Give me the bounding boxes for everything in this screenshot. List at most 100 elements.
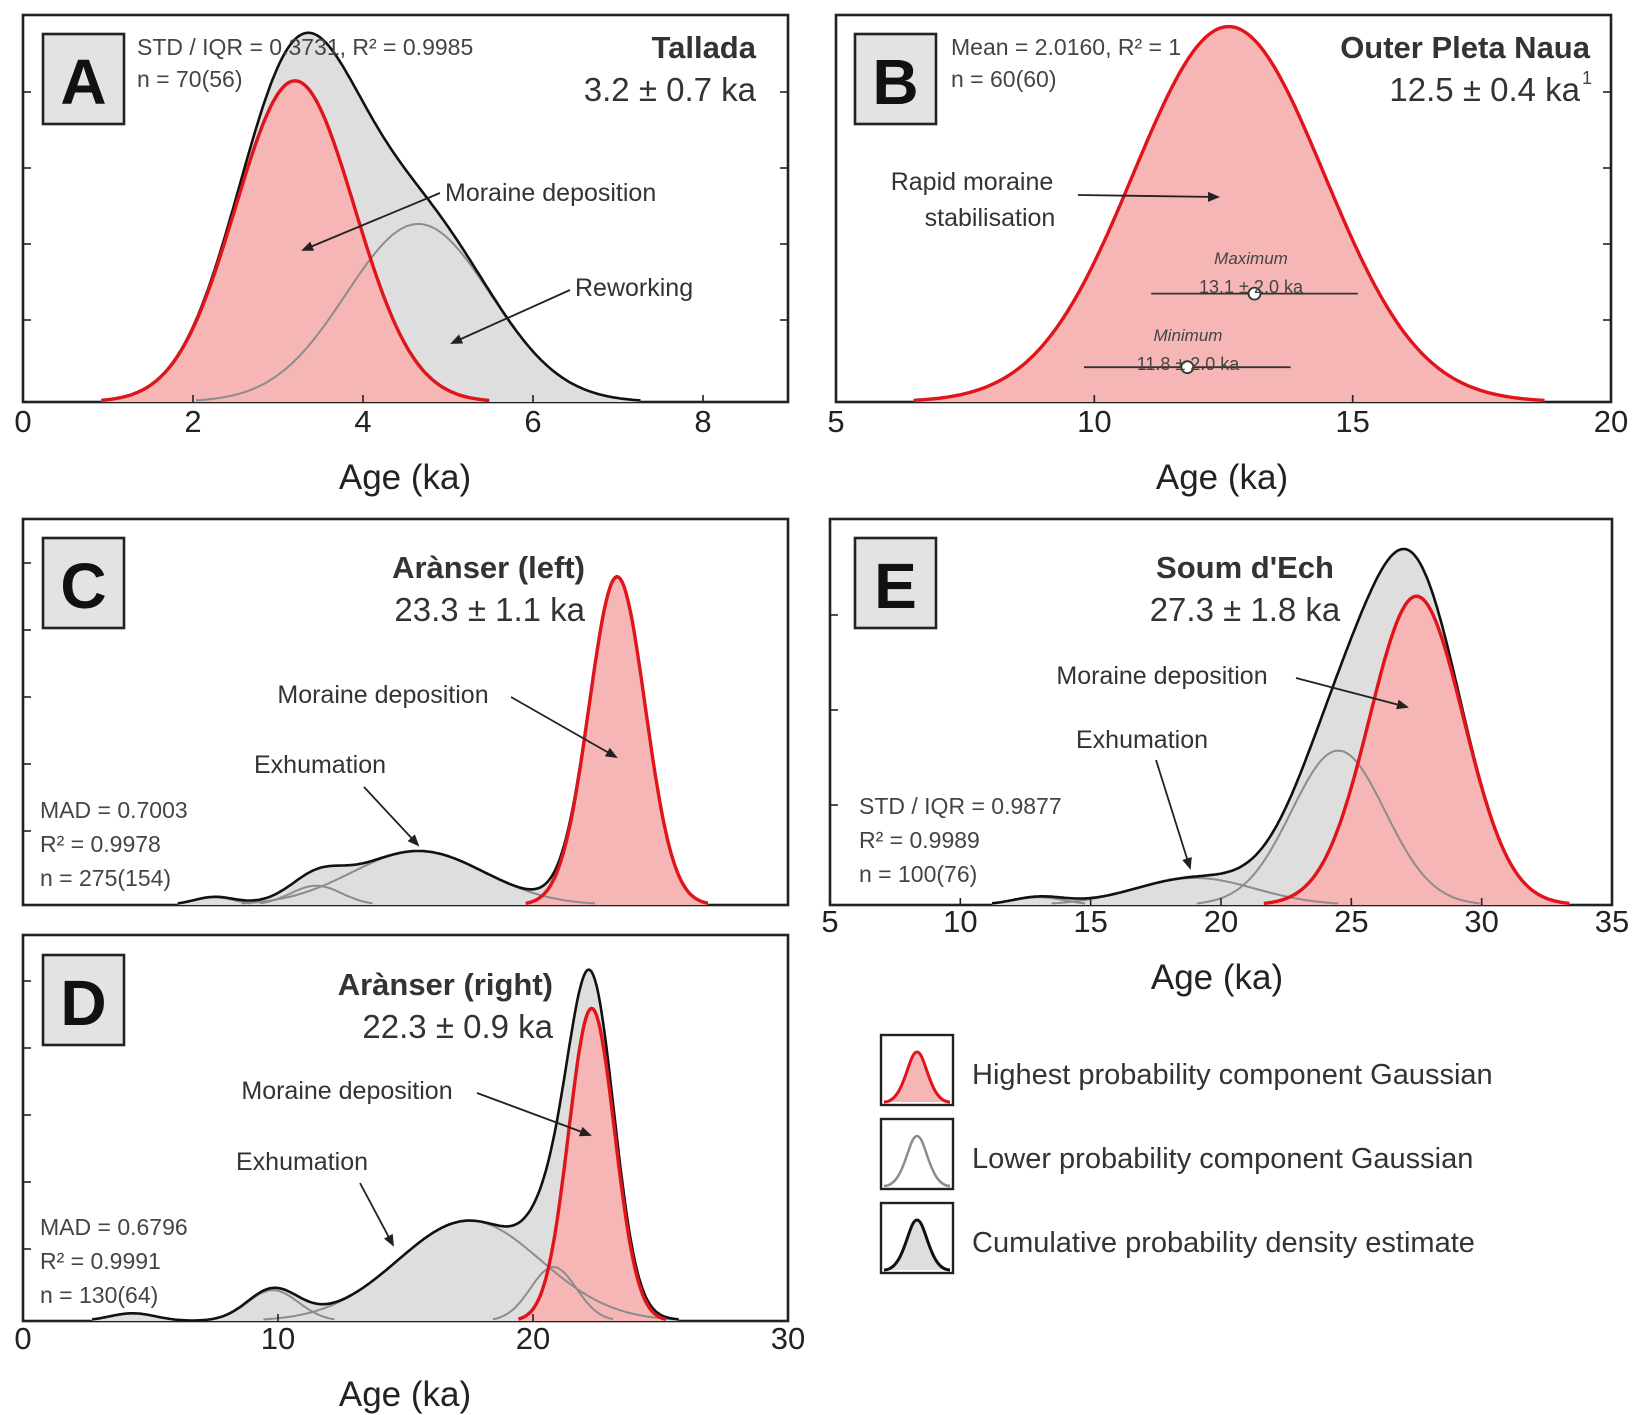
x-tick-label: 20	[516, 1321, 550, 1356]
error-bar-value: 13.1 ± 2.0 ka	[1199, 277, 1304, 297]
x-tick-label: 15	[1335, 404, 1369, 439]
stat-text: STD / IQR = 0.3731, R² = 0.9985	[137, 34, 473, 60]
plot-area	[22, 31, 788, 403]
x-axis-label: Age (ka)	[339, 1375, 471, 1414]
panel-title: Outer Pleta Naua	[1340, 30, 1591, 65]
annotation: Moraine deposition	[445, 179, 656, 207]
cumulative-density-line	[91, 968, 679, 1322]
x-tick-label: 10	[261, 1321, 295, 1356]
x-tick-label: 8	[694, 404, 711, 439]
panel-d: D Arànser (right) 22.3 ± 0.9 ka MAD = 0.…	[14, 933, 805, 1414]
panel-letter-box	[853, 536, 938, 630]
legend-label: Lower probability component Gaussian	[972, 1143, 1473, 1175]
panel-letter-box	[41, 953, 126, 1047]
x-tick-label: 5	[821, 904, 838, 939]
highest-gaussian-line	[101, 79, 490, 403]
annotation-arrow	[476, 1092, 592, 1137]
cumulative-density-area	[92, 969, 679, 1321]
lower-gaussian-line	[492, 1265, 614, 1321]
legend-item: Highest probability component Gaussian	[879, 1033, 1493, 1107]
x-axis-label: Age (ka)	[1156, 458, 1288, 497]
annotation-arrow	[363, 786, 420, 847]
legend-label: Cumulative probability density estimate	[972, 1227, 1475, 1259]
stat-text: n = 275(154)	[40, 865, 171, 891]
annotation-arrow	[359, 1182, 394, 1247]
annotation: Exhumation	[236, 1148, 368, 1176]
age-text: 12.5 ± 0.4 ka	[1389, 71, 1580, 108]
legend-swatch-highest-line	[883, 1050, 951, 1104]
stat-text: R² = 0.9978	[40, 831, 161, 857]
panel-letter-box	[853, 32, 938, 126]
x-tick-label: 10	[943, 904, 977, 939]
lower-gaussian-line	[1196, 749, 1480, 905]
annotation: Exhumation	[254, 751, 386, 779]
annotation: Rapid moraine	[891, 168, 1054, 196]
legend-swatch-box	[879, 1117, 955, 1191]
legend-label: Highest probability component Gaussian	[972, 1059, 1493, 1091]
x-tick-label: 2	[184, 404, 201, 439]
stat-text: STD / IQR = 0.9877	[859, 793, 1062, 819]
stat-text: MAD = 0.7003	[40, 797, 188, 823]
stat-text: n = 60(60)	[951, 66, 1057, 92]
annotation: Moraine deposition	[277, 681, 488, 709]
panel-e: E Soum d'Ech 27.3 ± 1.8 ka STD / IQR = 0…	[821, 517, 1629, 997]
highest-gaussian-line	[1263, 594, 1570, 906]
error-bar-point	[1180, 360, 1195, 375]
stat-text: MAD = 0.6796	[40, 1214, 188, 1240]
annotation-arrow	[510, 696, 618, 758]
x-tick-label: 5	[827, 404, 844, 439]
plot-area	[23, 562, 709, 906]
legend-swatch-lower	[883, 1134, 951, 1188]
panel-letter-box	[41, 536, 126, 630]
annotation: Reworking	[575, 274, 693, 302]
age-value: 27.3 ± 1.8 ka	[1150, 591, 1341, 628]
annotation-arrow	[1295, 677, 1409, 710]
error-bar-label: Minimum	[1154, 326, 1223, 345]
error-bar-label: Maximum	[1214, 249, 1288, 268]
legend-item: Lower probability component Gaussian	[879, 1117, 1473, 1191]
highest-gaussian-line	[525, 575, 709, 906]
stat-text: Mean = 2.0160, R² = 1	[951, 34, 1181, 60]
error-bar-value: 11.8 ± 2.0 ka	[1137, 354, 1241, 374]
x-tick-label: 0	[14, 1321, 31, 1356]
x-tick-label: 30	[771, 1321, 805, 1356]
x-tick-label: 30	[1464, 904, 1498, 939]
annotation: Moraine deposition	[1056, 662, 1267, 690]
age-value: 23.3 ± 1.1 ka	[394, 591, 585, 628]
x-tick-label: 4	[354, 404, 371, 439]
age-superscript: 1	[1582, 68, 1592, 88]
x-tick-label: 6	[524, 404, 541, 439]
plot-area	[22, 968, 789, 1322]
x-tick-label: 35	[1595, 904, 1629, 939]
x-tick-label: 20	[1204, 904, 1238, 939]
stat-text: n = 130(64)	[40, 1282, 158, 1308]
panel-letter: A	[60, 46, 106, 118]
age-value: 12.5 ± 0.4 ka	[1389, 71, 1580, 108]
stat-text: n = 100(76)	[859, 861, 977, 887]
x-axis-label: Age (ka)	[1151, 958, 1283, 997]
panel-letter: C	[60, 550, 106, 622]
x-tick-label: 20	[1594, 404, 1628, 439]
panel-b: B Mean = 2.0160, R² = 1 n = 60(60) Outer…	[827, 13, 1628, 497]
legend-swatch-cumulative-line	[883, 1218, 951, 1272]
legend: Highest probability component Gaussian L…	[879, 1033, 1493, 1275]
error-bar-point	[1247, 286, 1262, 301]
panel-letter: D	[60, 967, 106, 1039]
highest-gaussian-line	[913, 24, 1545, 403]
annotation-arrow	[1155, 759, 1192, 870]
x-tick-label: 10	[1077, 404, 1111, 439]
annotation-arrow	[450, 289, 571, 344]
panel-c: C Arànser (left) 23.3 ± 1.1 ka MAD = 0.7…	[21, 517, 790, 907]
annotation-arrow	[1077, 191, 1220, 202]
stat-text: R² = 0.9989	[859, 827, 980, 853]
annotation-arrow	[301, 192, 441, 251]
panel-a: A STD / IQR = 0.3731, R² = 0.9985 n = 70…	[14, 13, 790, 497]
stat-text: n = 70(56)	[137, 66, 243, 92]
x-tick-label: 15	[1073, 904, 1107, 939]
plot-area	[835, 24, 1612, 403]
panel-letter: B	[872, 46, 918, 118]
panel-letter-box	[41, 32, 126, 126]
x-tick-label: 0	[14, 404, 31, 439]
plot-area	[829, 547, 1613, 906]
panel-title: Arànser (right)	[338, 967, 553, 1002]
